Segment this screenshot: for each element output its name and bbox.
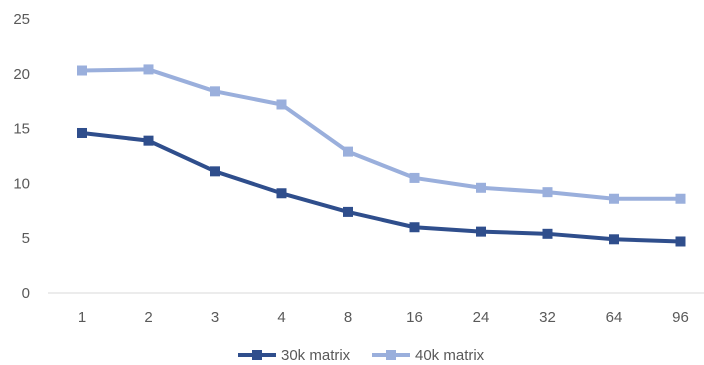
series-line-1 xyxy=(80,130,683,244)
legend-marker xyxy=(386,350,396,360)
data-point-marker xyxy=(276,188,287,199)
data-point-marker xyxy=(276,99,287,110)
data-point-marker xyxy=(343,146,353,157)
data-point-marker xyxy=(476,182,486,193)
data-point-marker xyxy=(77,127,87,138)
x-tick-label: 24 xyxy=(473,309,490,326)
data-point-marker xyxy=(476,226,486,237)
x-tick-label: 16 xyxy=(406,309,423,326)
legend-marker xyxy=(252,350,262,360)
data-point-marker xyxy=(210,86,220,97)
y-tick-label: 0 xyxy=(22,285,30,302)
y-tick-label: 20 xyxy=(13,66,30,83)
data-point-marker xyxy=(143,135,154,146)
y-tick-label: 5 xyxy=(22,230,30,247)
legend-label: 30k matrix xyxy=(281,347,351,364)
y-tick-label: 15 xyxy=(13,121,30,138)
x-tick-label: 3 xyxy=(211,309,219,326)
x-tick-label: 64 xyxy=(606,309,623,326)
data-point-marker xyxy=(143,64,154,75)
series-group xyxy=(77,64,686,247)
data-point-marker xyxy=(409,172,420,183)
x-tick-label: 4 xyxy=(277,309,285,326)
data-point-marker xyxy=(77,65,87,76)
y-axis: 0 5 10 15 20 25 xyxy=(13,11,30,302)
x-tick-label: 96 xyxy=(672,309,689,326)
data-point-marker xyxy=(675,193,686,204)
y-tick-label: 10 xyxy=(13,175,30,192)
data-point-marker xyxy=(542,187,553,198)
data-point-marker xyxy=(343,206,353,217)
x-tick-label: 1 xyxy=(78,309,86,326)
data-point-marker xyxy=(210,166,220,177)
x-tick-label: 8 xyxy=(344,309,352,326)
legend-label: 40k matrix xyxy=(415,347,485,364)
x-tick-label: 2 xyxy=(144,309,152,326)
data-point-marker xyxy=(675,236,686,247)
y-tick-label: 25 xyxy=(13,11,30,28)
legend: 30k matrix 40k matrix xyxy=(238,347,485,364)
x-axis: 1 2 3 4 8 16 24 32 64 96 xyxy=(78,309,689,326)
data-point-marker xyxy=(542,228,553,239)
data-point-marker xyxy=(609,193,619,204)
data-point-marker xyxy=(609,234,619,245)
series-line-2 xyxy=(80,67,683,201)
x-tick-label: 32 xyxy=(539,309,556,326)
data-point-marker xyxy=(409,222,420,233)
